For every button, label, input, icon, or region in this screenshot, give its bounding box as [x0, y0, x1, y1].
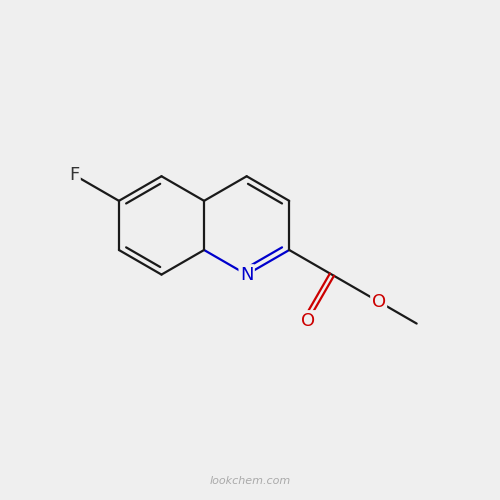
- Text: O: O: [301, 312, 315, 330]
- Text: F: F: [69, 166, 80, 184]
- Text: lookchem.com: lookchem.com: [210, 476, 290, 486]
- Text: N: N: [240, 266, 254, 283]
- Text: O: O: [372, 292, 386, 310]
